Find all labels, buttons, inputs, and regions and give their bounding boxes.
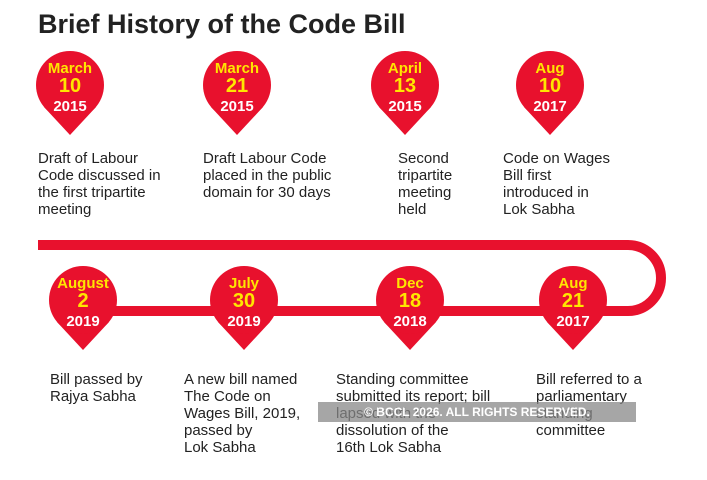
- year: 2019: [227, 313, 260, 330]
- month: August: [57, 275, 109, 292]
- pin-head: [539, 266, 607, 334]
- pin-head: [36, 51, 104, 119]
- description: committee: [536, 422, 605, 439]
- description: 16th Lok Sabha: [336, 439, 442, 456]
- pin-head: [49, 266, 117, 334]
- year: 2017: [533, 98, 566, 115]
- month: Dec: [396, 275, 424, 292]
- description: dissolution of the: [336, 422, 449, 439]
- title: Brief History of the Code Bill: [38, 9, 406, 39]
- year: 2015: [388, 98, 421, 115]
- month: July: [229, 275, 260, 292]
- description: Rajya Sabha: [50, 388, 137, 405]
- month: March: [48, 60, 92, 77]
- day: 2: [77, 290, 88, 312]
- description: Draft Labour Code: [203, 150, 326, 167]
- description: Standing committee: [336, 371, 469, 388]
- year: 2015: [220, 98, 253, 115]
- description: passed by: [184, 422, 253, 439]
- description: held: [398, 201, 426, 218]
- description: meeting: [398, 184, 451, 201]
- description: introduced in: [503, 184, 589, 201]
- description: Lok Sabha: [503, 201, 575, 218]
- month: April: [388, 60, 422, 77]
- year: 2015: [53, 98, 86, 115]
- month: Aug: [558, 275, 587, 292]
- day: 13: [394, 75, 416, 97]
- year: 2019: [66, 313, 99, 330]
- day: 18: [399, 290, 421, 312]
- pin-head: [516, 51, 584, 119]
- day: 21: [226, 75, 248, 97]
- description: domain for 30 days: [203, 184, 331, 201]
- description: Code on Wages: [503, 150, 610, 167]
- description: The Code on: [184, 388, 271, 405]
- month: March: [215, 60, 259, 77]
- year: 2018: [393, 313, 426, 330]
- description: Bill referred to a: [536, 371, 643, 388]
- timeline-track: [38, 240, 666, 316]
- description: parliamentary: [536, 388, 627, 405]
- day: 21: [562, 290, 584, 312]
- day: 30: [233, 290, 255, 312]
- year: 2017: [556, 313, 589, 330]
- description: Bill passed by: [50, 371, 143, 388]
- description: Lok Sabha: [184, 439, 256, 456]
- day: 10: [539, 75, 561, 97]
- description: Wages Bill, 2019,: [184, 405, 300, 422]
- watermark-box: [318, 402, 636, 422]
- description: A new bill named: [184, 371, 297, 388]
- description: the first tripartite: [38, 184, 146, 201]
- description: tripartite: [398, 167, 452, 184]
- pin-head: [376, 266, 444, 334]
- pin-head: [203, 51, 271, 119]
- description: Bill first: [503, 167, 552, 184]
- day: 10: [59, 75, 81, 97]
- month: Aug: [535, 60, 564, 77]
- pin-head: [371, 51, 439, 119]
- description: Code discussed in: [38, 167, 161, 184]
- description: Draft of Labour: [38, 150, 138, 167]
- description: meeting: [38, 201, 91, 218]
- watermark: © BCCL 2026. ALL RIGHTS RESERVED.: [364, 405, 590, 419]
- pin-head: [210, 266, 278, 334]
- description: Second: [398, 150, 449, 167]
- description: submitted its report; bill: [336, 388, 490, 405]
- description: placed in the public: [203, 167, 332, 184]
